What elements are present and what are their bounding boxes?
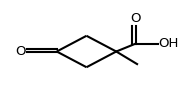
Text: O: O [15,45,26,58]
Text: OH: OH [159,37,179,50]
Text: O: O [130,12,141,25]
